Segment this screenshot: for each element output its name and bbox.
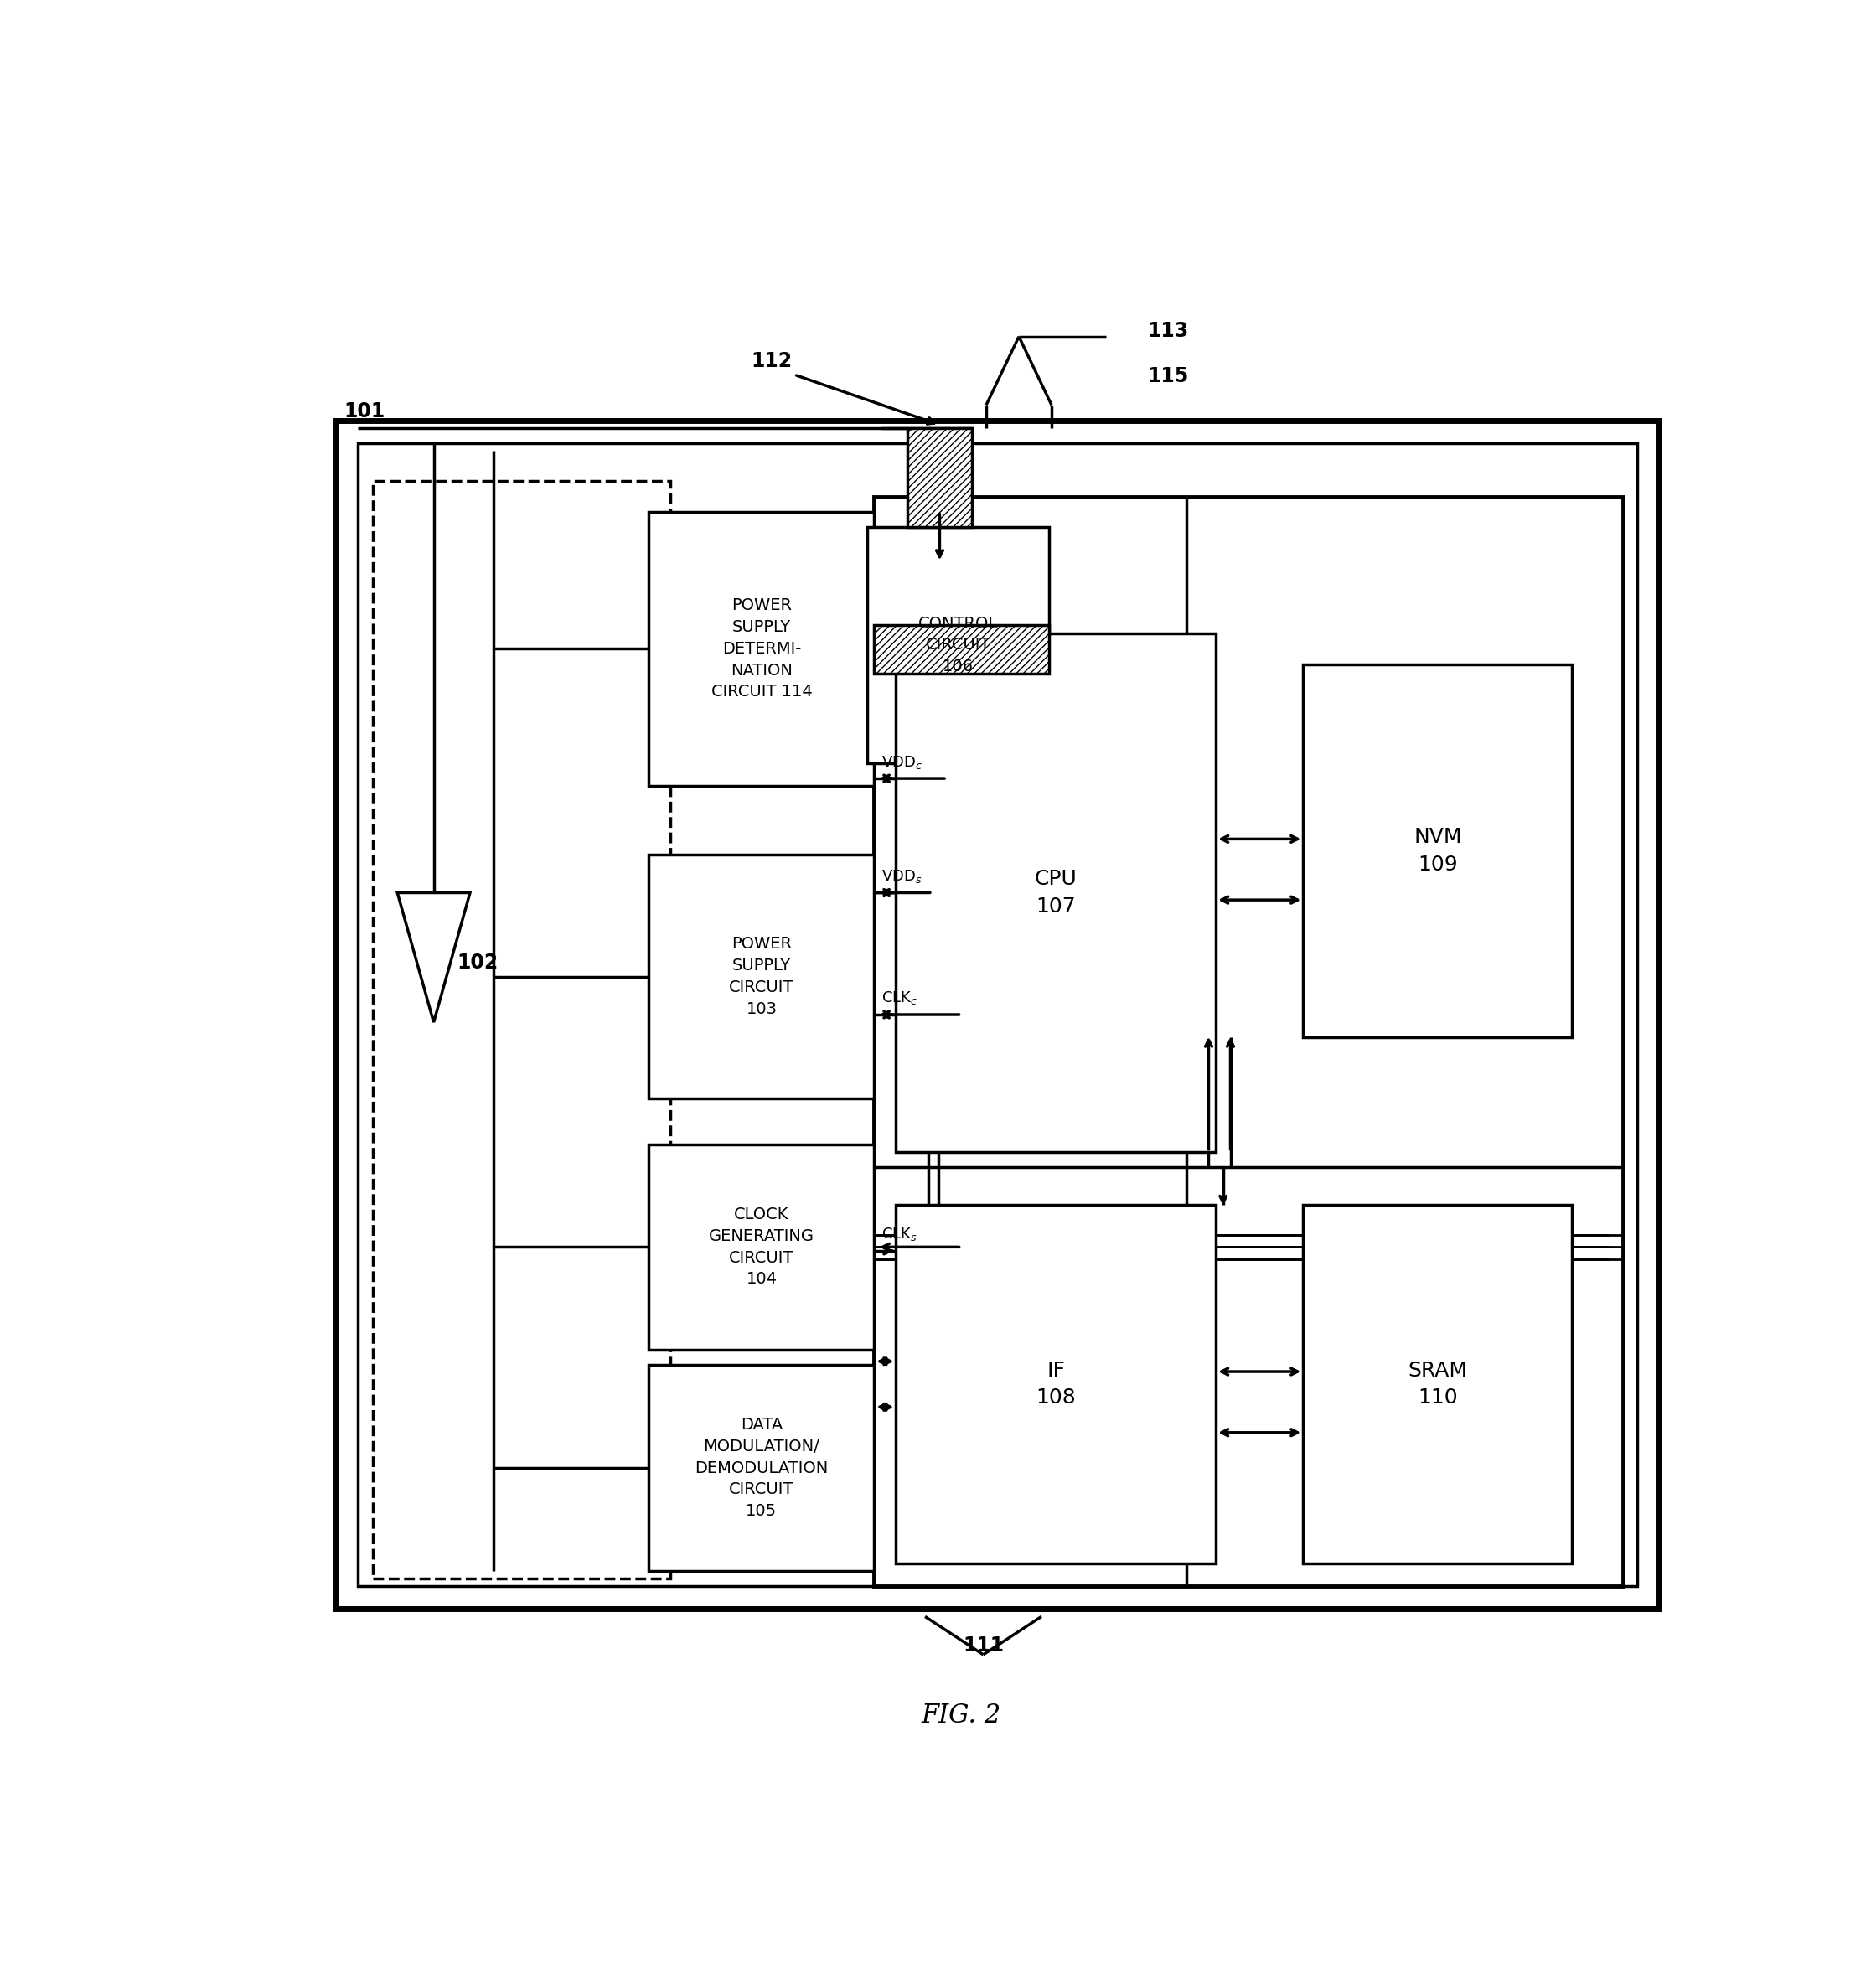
Text: VDD$_c$: VDD$_c$ — [882, 754, 923, 770]
Bar — [874, 625, 1049, 673]
Bar — [874, 497, 1623, 1585]
Bar — [358, 443, 1638, 1585]
Text: CLK$_s$: CLK$_s$ — [882, 1227, 917, 1243]
Text: SRAM
110: SRAM 110 — [1407, 1360, 1467, 1407]
Text: CLK$_c$: CLK$_c$ — [882, 990, 917, 1007]
Text: 101: 101 — [343, 402, 385, 422]
Text: POWER
SUPPLY
CIRCUIT
103: POWER SUPPLY CIRCUIT 103 — [730, 936, 794, 1017]
Bar — [649, 1144, 874, 1350]
Text: IF
108: IF 108 — [1036, 1360, 1077, 1407]
Text: 112: 112 — [750, 350, 792, 372]
Text: 115: 115 — [1148, 366, 1189, 386]
Bar — [649, 1366, 874, 1571]
Text: 113: 113 — [1148, 321, 1189, 340]
Text: 102: 102 — [458, 954, 499, 974]
Text: DATA
MODULATION/
DEMODULATION
CIRCUIT
105: DATA MODULATION/ DEMODULATION CIRCUIT 10… — [694, 1417, 829, 1520]
Text: CPU
107: CPU 107 — [1036, 869, 1077, 916]
Bar — [897, 1205, 1216, 1563]
Text: CLOCK
GENERATING
CIRCUIT
104: CLOCK GENERATING CIRCUIT 104 — [709, 1207, 814, 1286]
Bar — [1304, 665, 1572, 1037]
Text: CONTROL
CIRCUIT
106: CONTROL CIRCUIT 106 — [917, 615, 998, 675]
Text: 111: 111 — [962, 1637, 1004, 1656]
Text: NVM
109: NVM 109 — [1413, 827, 1461, 875]
Bar — [336, 420, 1658, 1609]
Bar — [373, 481, 672, 1579]
Bar — [867, 526, 1049, 764]
Text: POWER
SUPPLY
DETERMI-
NATION
CIRCUIT 114: POWER SUPPLY DETERMI- NATION CIRCUIT 114 — [711, 598, 812, 701]
Bar — [1304, 1205, 1572, 1563]
Bar — [897, 633, 1216, 1152]
Bar — [649, 855, 874, 1098]
Bar — [908, 427, 972, 526]
Text: FIG. 2: FIG. 2 — [921, 1702, 1002, 1728]
Text: VDD$_s$: VDD$_s$ — [882, 869, 923, 885]
Bar — [649, 513, 874, 786]
